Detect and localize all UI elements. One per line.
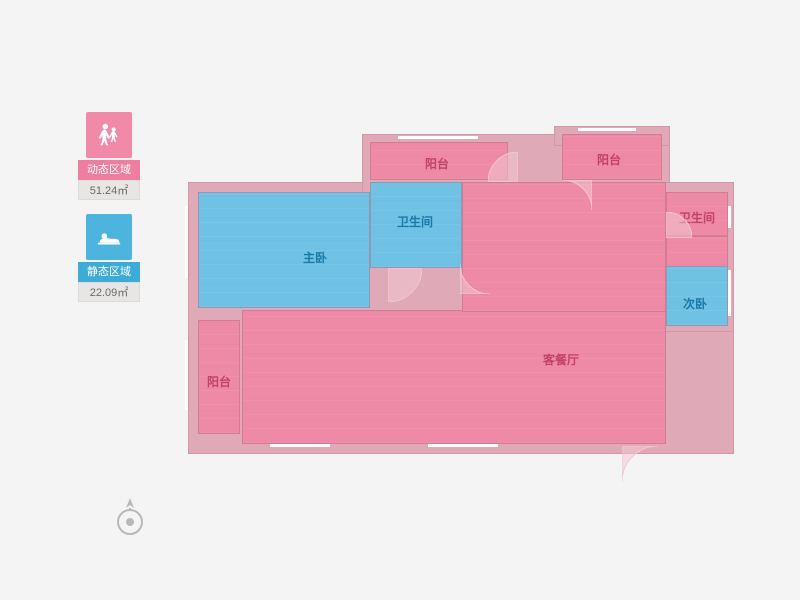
room-second_br: 次卧 <box>666 266 728 326</box>
people-dynamic-icon <box>86 112 132 158</box>
room-balcony_tr: 阳台 <box>562 134 662 180</box>
room-label-balcony_tl: 阳台 <box>425 155 449 172</box>
room-living: 客餐厅 <box>242 310 666 444</box>
door-3 <box>562 180 592 210</box>
person-sleep-icon <box>86 214 132 260</box>
window-7 <box>428 444 498 447</box>
legend-static-title: 静态区域 <box>78 262 140 282</box>
room-label-master: 主卧 <box>303 249 327 266</box>
compass-icon <box>113 496 147 543</box>
floorplan: 客餐厅阳台阳台阳台卫生间主卧卫生间次卧 <box>188 120 734 460</box>
room-master: 主卧 <box>198 192 370 308</box>
window-3 <box>728 270 731 316</box>
room-wc1: 卫生间 <box>370 182 462 268</box>
door-5 <box>622 446 658 482</box>
legend-dynamic: 动态区域 51.24㎡ <box>78 112 140 200</box>
door-0 <box>388 268 422 302</box>
window-1 <box>185 340 188 410</box>
legend-dynamic-value: 51.24㎡ <box>78 180 140 200</box>
door-1 <box>460 264 490 294</box>
room-label-balcony_l: 阳台 <box>207 373 231 390</box>
legend-static: 静态区域 22.09㎡ <box>78 214 140 302</box>
legend-static-value: 22.09㎡ <box>78 282 140 302</box>
window-5 <box>578 128 636 131</box>
door-2 <box>488 152 518 182</box>
window-0 <box>185 206 188 278</box>
door-4 <box>666 212 692 238</box>
room-label-balcony_tr: 阳台 <box>597 151 621 168</box>
room-label-living: 客餐厅 <box>543 351 579 368</box>
window-4 <box>398 136 478 139</box>
room-label-wc1: 卫生间 <box>397 213 433 230</box>
window-2 <box>728 206 731 228</box>
room-balcony_l: 阳台 <box>198 320 240 434</box>
legend-dynamic-title: 动态区域 <box>78 160 140 180</box>
window-6 <box>270 444 330 447</box>
room-label-second_br: 次卧 <box>683 295 707 312</box>
